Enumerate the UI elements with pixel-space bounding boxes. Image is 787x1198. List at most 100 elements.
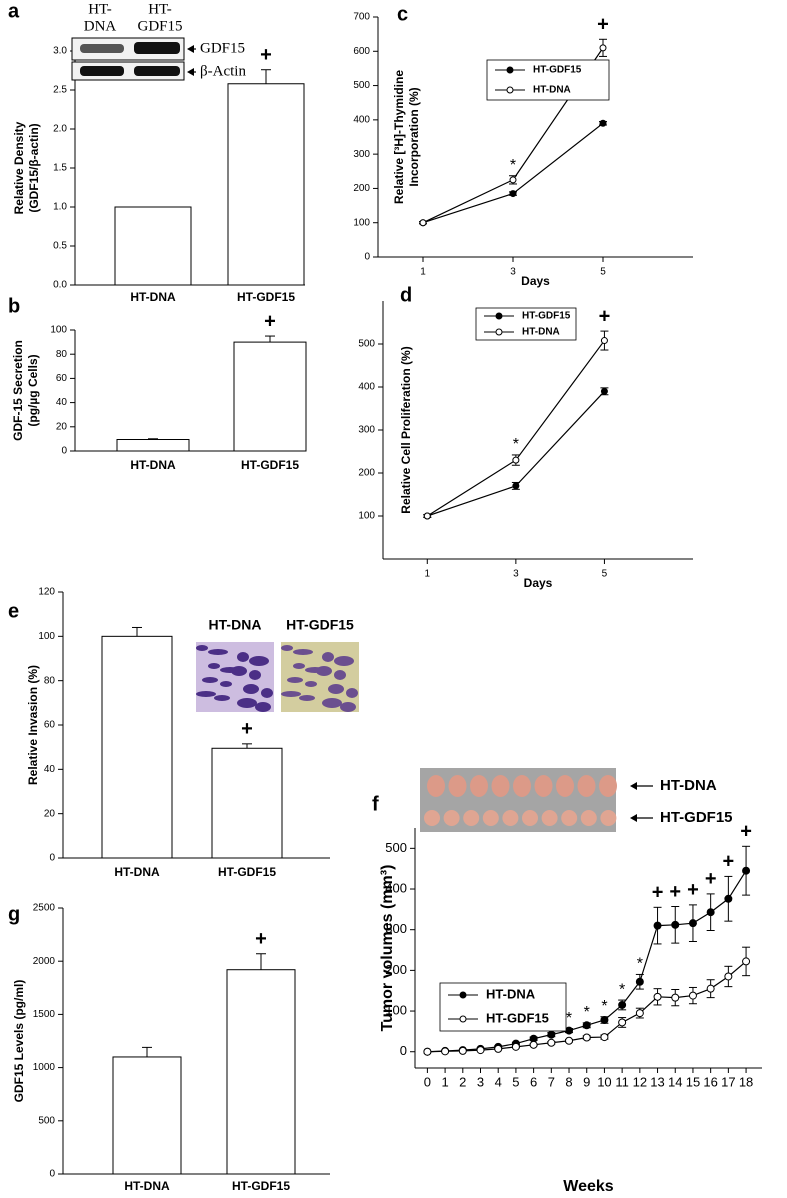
x-tick-label: HT-GDF15 bbox=[218, 865, 276, 879]
marker bbox=[547, 1038, 556, 1047]
x-tick-label: HT-DNA bbox=[130, 458, 176, 472]
y-tick-label: 500 bbox=[353, 80, 370, 91]
legend-label: HT-GDF15 bbox=[522, 311, 571, 322]
y-tick-label: 100 bbox=[38, 631, 55, 642]
arrow-head bbox=[187, 68, 194, 76]
y-axis-label: Relative Cell Proliferation (%) bbox=[399, 346, 413, 513]
marker bbox=[512, 482, 520, 490]
y-tick-label: 500 bbox=[358, 339, 375, 350]
legend-marker bbox=[495, 328, 503, 336]
cell bbox=[261, 688, 273, 698]
bar bbox=[226, 969, 296, 1175]
panel-label: d bbox=[400, 284, 412, 306]
x-tick-label: 12 bbox=[633, 1074, 647, 1089]
x-tick-label: HT-DNA bbox=[130, 290, 176, 304]
error-bar bbox=[132, 626, 142, 637]
cell bbox=[243, 684, 259, 694]
y-tick-label: 1500 bbox=[33, 1009, 56, 1020]
tumor bbox=[448, 775, 467, 797]
x-tick-label: 3 bbox=[477, 1074, 484, 1089]
annotation: + bbox=[705, 868, 717, 890]
x-tick-label: 15 bbox=[686, 1074, 700, 1089]
tumor bbox=[577, 775, 596, 797]
error-bar bbox=[261, 69, 271, 84]
x-tick-label: HT-GDF15 bbox=[232, 1179, 290, 1193]
bar bbox=[112, 1056, 182, 1175]
y-tick-label: 120 bbox=[38, 587, 55, 598]
y-tick-label: 1000 bbox=[33, 1062, 56, 1073]
annotation: + bbox=[723, 851, 735, 873]
legend-marker bbox=[459, 991, 467, 999]
annotation: + bbox=[599, 305, 611, 327]
blot-band bbox=[80, 44, 124, 53]
tumor bbox=[443, 810, 460, 826]
y-tick-label: 40 bbox=[56, 397, 68, 408]
marker bbox=[742, 866, 751, 875]
tumor bbox=[482, 810, 499, 826]
marker bbox=[671, 993, 680, 1002]
marker bbox=[423, 512, 431, 520]
bar bbox=[116, 439, 190, 452]
cell bbox=[293, 649, 313, 655]
arrow-head bbox=[630, 782, 637, 790]
marker bbox=[706, 984, 715, 993]
y-tick-label: 200 bbox=[385, 962, 407, 977]
x-tick-label: HT-GDF15 bbox=[237, 290, 295, 304]
cell bbox=[220, 667, 240, 673]
x-tick-label: HT-GDF15 bbox=[241, 458, 299, 472]
cell bbox=[322, 652, 334, 662]
marker bbox=[688, 991, 697, 1000]
y-tick-label: 2500 bbox=[33, 903, 56, 914]
marker bbox=[512, 456, 520, 464]
y-tick-label: 2000 bbox=[33, 956, 56, 967]
y-tick-label: 1.0 bbox=[53, 202, 67, 213]
y-axis-label: Tumor volumes (mm³) bbox=[379, 865, 396, 1032]
y-axis-label: GDF15 Levels (pg/ml) bbox=[12, 980, 26, 1103]
legend-marker bbox=[506, 86, 514, 94]
error-bar bbox=[242, 743, 252, 749]
cell bbox=[202, 677, 218, 683]
cell bbox=[196, 645, 208, 651]
inset-column-label: HT- bbox=[88, 1, 112, 17]
error-bar bbox=[142, 1046, 152, 1057]
x-tick-label: 1 bbox=[441, 1074, 448, 1089]
marker bbox=[618, 1018, 627, 1027]
marker bbox=[724, 894, 733, 903]
legend-label: HT-DNA bbox=[533, 85, 571, 96]
cell bbox=[346, 688, 358, 698]
y-tick-label: 0 bbox=[400, 1043, 407, 1058]
y-tick-label: 500 bbox=[385, 840, 407, 855]
panel-label: g bbox=[8, 903, 20, 925]
x-tick-label: 5 bbox=[602, 569, 608, 580]
cell bbox=[305, 681, 317, 687]
annotation: + bbox=[264, 310, 276, 332]
legend-label: HT-GDF15 bbox=[486, 1010, 549, 1025]
y-tick-label: 400 bbox=[353, 114, 370, 125]
micrograph bbox=[196, 642, 274, 712]
bar bbox=[101, 635, 173, 859]
marker bbox=[688, 919, 697, 928]
y-tick-label: 500 bbox=[38, 1115, 55, 1126]
x-tick-label: 17 bbox=[721, 1074, 735, 1089]
marker bbox=[635, 977, 644, 986]
y-tick-label: 200 bbox=[358, 468, 375, 479]
tumor bbox=[599, 775, 617, 797]
panel-label: b bbox=[8, 295, 20, 317]
x-tick-label: 11 bbox=[615, 1074, 629, 1089]
cell bbox=[334, 670, 346, 680]
bar bbox=[211, 747, 283, 859]
legend-marker bbox=[459, 1015, 467, 1023]
y-axis-label: Relative Invasion (%) bbox=[26, 665, 40, 785]
x-tick-label: 6 bbox=[530, 1074, 537, 1089]
y-tick-label: 700 bbox=[353, 12, 370, 23]
y-tick-label: 200 bbox=[353, 183, 370, 194]
marker bbox=[476, 1046, 485, 1055]
x-axis-label: Weeks bbox=[563, 1178, 614, 1195]
panel-label: f bbox=[372, 793, 379, 815]
y-axis-label: Relative [³H]-Thymidine bbox=[392, 70, 406, 204]
marker bbox=[565, 1036, 574, 1045]
panel-label: e bbox=[8, 600, 19, 622]
x-tick-label: 3 bbox=[510, 267, 516, 278]
tumor bbox=[513, 775, 531, 797]
y-tick-label: 300 bbox=[358, 425, 375, 436]
